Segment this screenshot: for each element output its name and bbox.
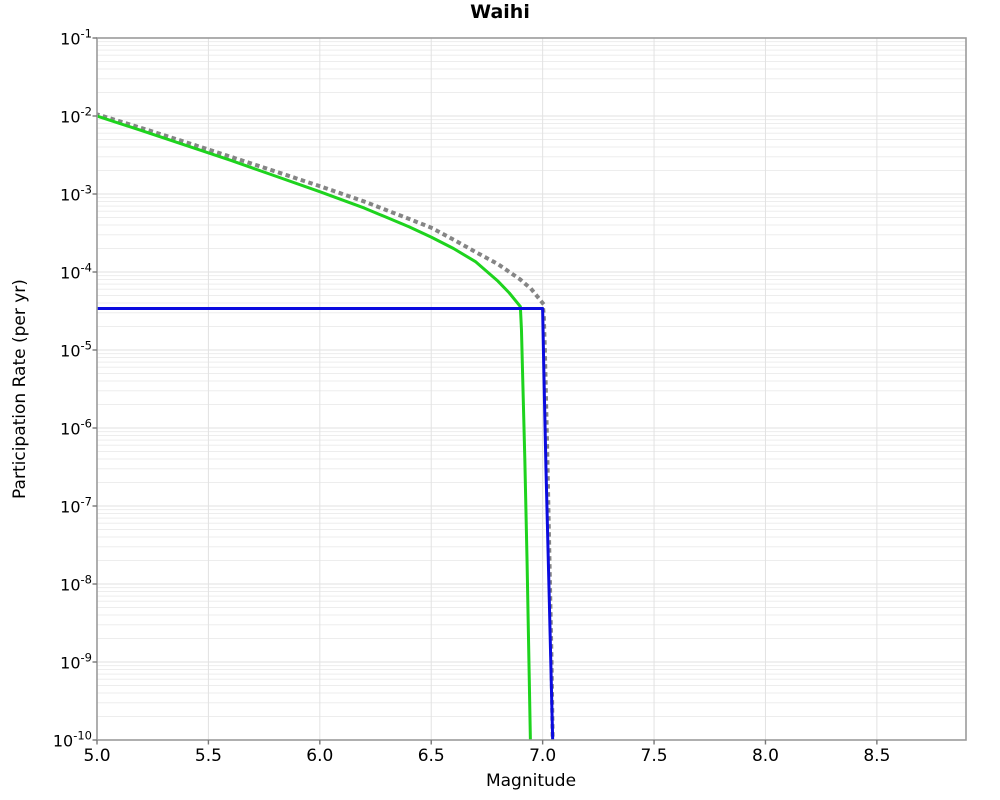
tick-marks — [92, 37, 878, 745]
y-tick-label: 10-2 — [60, 105, 92, 127]
series-blue-solid-line — [97, 307, 555, 740]
x-tick-labels: 5.0 5.5 6.0 6.5 7.0 7.5 8.0 8.5 — [83, 746, 890, 766]
x-tick-label: 5.0 — [83, 746, 110, 766]
y-tick-label: 10-10 — [53, 729, 92, 751]
y-tick-label: 10-5 — [60, 339, 92, 361]
x-tick-label: 8.5 — [863, 746, 890, 766]
major-gridlines — [97, 38, 966, 740]
y-tick-label: 10-4 — [60, 261, 92, 283]
y-tick-labels: 10-1 10-2 10-3 10-4 10-5 10-6 10-7 10-8 10-9 10-1… — [53, 27, 92, 751]
x-tick-label: 8.0 — [752, 746, 779, 766]
y-tick-label: 10-3 — [60, 183, 92, 205]
x-tick-label: 7.0 — [529, 746, 556, 766]
y-tick-label: 10-6 — [60, 417, 92, 439]
y-tick-label: 10-9 — [60, 651, 92, 673]
x-tick-label: 5.5 — [195, 746, 222, 766]
series-group — [97, 112, 555, 740]
series-gray-dotted-curve — [97, 112, 555, 740]
minor-gridlines — [97, 41, 966, 718]
plot-border — [96, 37, 967, 741]
x-axis-label: Magnitude — [485, 771, 577, 791]
series-green-solid-curve — [97, 114, 532, 740]
x-tick-label: 6.0 — [306, 746, 333, 766]
y-tick-label: 10-7 — [60, 495, 92, 517]
y-tick-label: 10-1 — [60, 27, 92, 49]
chart-title: Waihi — [470, 1, 530, 23]
y-tick-label: 10-8 — [60, 573, 92, 595]
x-tick-label: 6.5 — [418, 746, 445, 766]
x-tick-label: 7.5 — [641, 746, 668, 766]
